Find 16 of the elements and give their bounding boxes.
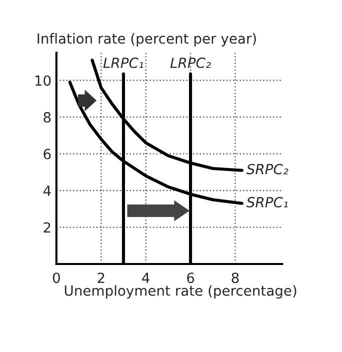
- x-tick-label: 4: [142, 272, 150, 283]
- x-tick-label: 2: [98, 272, 104, 283]
- x-tick-label: 6: [187, 272, 194, 284]
- y-tick-label: 6: [44, 148, 51, 160]
- x-tick-label: 0: [52, 272, 60, 284]
- y-axis-title: Inflation rate (percent per year): [38, 33, 256, 46]
- series-label: SRPC₂: [246, 164, 288, 174]
- x-tick-label: 8: [232, 272, 239, 284]
- x-axis-title: Unemployment rate (percentage): [64, 285, 296, 299]
- ref-line-label: LRPC₂: [170, 58, 211, 68]
- y-tick-label: 2: [44, 222, 50, 233]
- y-tick-label: 4: [43, 186, 51, 196]
- ref-line-label: LRPC₁: [103, 58, 144, 68]
- series-label: SRPC₁: [246, 196, 288, 208]
- y-tick-label: 8: [44, 112, 51, 123]
- y-tick-label: 10: [35, 75, 51, 86]
